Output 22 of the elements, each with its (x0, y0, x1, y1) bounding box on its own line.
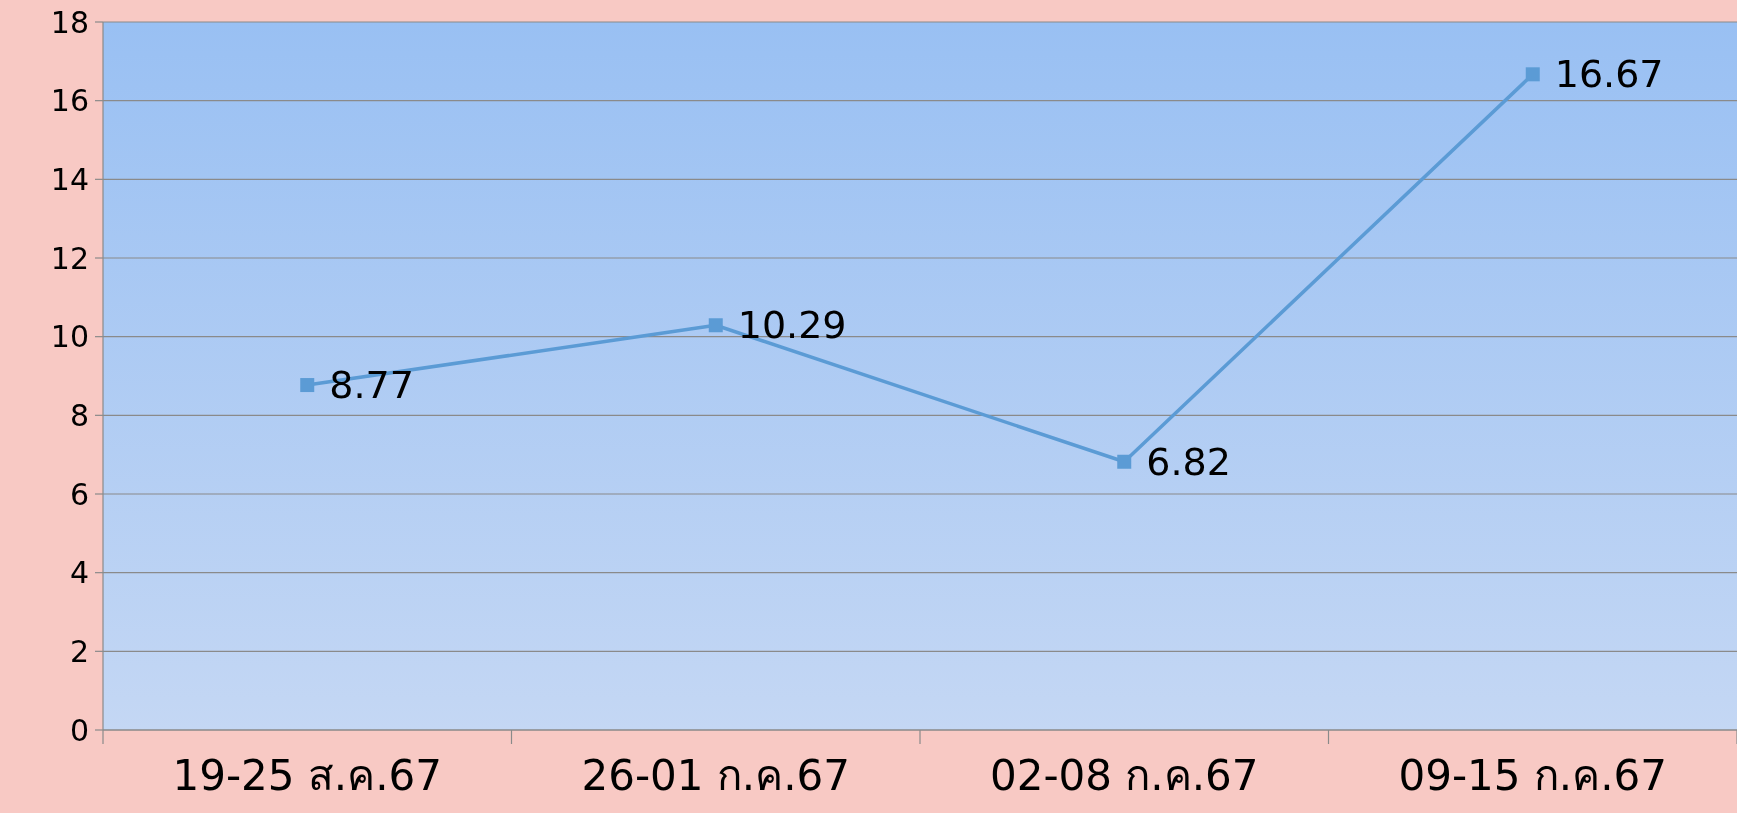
point (708, 318, 723, 333)
y-tick-label: 2 (69, 633, 89, 669)
y-tick-label: 0 (69, 712, 89, 748)
y-tick-label: 8 (69, 397, 89, 433)
x-tick-label: 26-01 ก.ค.67 (581, 751, 851, 800)
x-tick-label: 19-25 ส.ค.67 (172, 751, 443, 800)
y-tick-label: 6 (69, 476, 89, 512)
x-tick-label: 02-08 ก.ค.67 (989, 751, 1259, 800)
x-tick-label: 09-15 ก.ค.67 (1398, 751, 1668, 800)
data-label: 16.67 (1554, 52, 1664, 97)
y-tick-label: 14 (50, 161, 89, 197)
data-label: 10.29 (737, 303, 847, 348)
point (1117, 454, 1132, 469)
y-tick-label: 16 (50, 83, 89, 119)
data-label: 8.77 (329, 363, 414, 408)
y-tick-label: 18 (50, 4, 89, 40)
data-label: 6.82 (1146, 439, 1231, 484)
y-tick-label: 4 (69, 555, 89, 591)
y-tick-label: 10 (50, 319, 89, 355)
point (1525, 67, 1540, 82)
point (300, 378, 315, 393)
y-tick-label: 12 (50, 240, 89, 276)
